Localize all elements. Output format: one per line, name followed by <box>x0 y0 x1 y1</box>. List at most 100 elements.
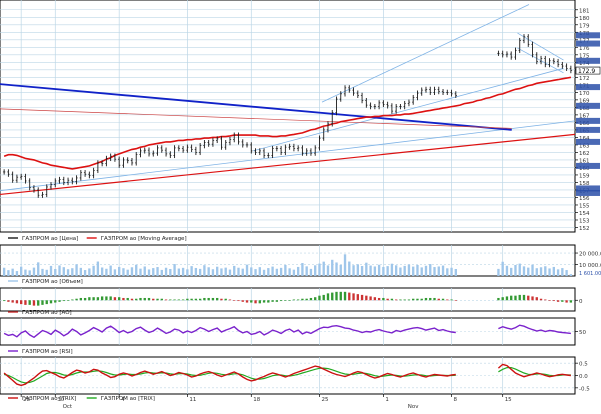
ao-bar <box>365 295 368 301</box>
volume-bar <box>565 270 568 276</box>
ao-bar <box>194 298 198 301</box>
volume-bar <box>160 269 163 276</box>
ao-bar <box>245 300 249 303</box>
volume-bar <box>207 267 210 276</box>
volume-bar <box>416 264 419 276</box>
volume-bar <box>441 265 445 276</box>
ao-bar <box>181 299 185 301</box>
price-level-tag <box>576 57 600 64</box>
price-y-tick-label: 155 <box>579 203 590 209</box>
ao-bar <box>544 299 547 301</box>
ao-bar <box>152 298 155 301</box>
trendline-wedge-lower <box>517 47 564 74</box>
ao-bar <box>309 297 313 301</box>
volume-bar <box>403 265 406 276</box>
volume-bar <box>352 265 355 276</box>
ao-bar <box>373 297 377 301</box>
volume-bar <box>292 269 296 276</box>
ao-bar <box>514 295 517 301</box>
volume-bar <box>169 268 172 276</box>
x-axis-tick-label: 28 <box>23 397 30 403</box>
ao-bar <box>275 300 279 302</box>
ao-bar <box>250 300 253 303</box>
volume-bar <box>100 267 104 276</box>
volume-bar <box>348 261 351 276</box>
volume-bar <box>2 267 6 276</box>
ao-bar <box>177 299 181 301</box>
volume-bar <box>399 267 402 276</box>
volume-bar <box>186 269 189 276</box>
volume-bar <box>92 265 95 276</box>
price-y-tick-label: 156 <box>579 196 590 202</box>
ao-bar <box>147 297 151 301</box>
rsi-panel-frame <box>0 317 576 346</box>
volume-bar <box>45 269 48 276</box>
price-level-tag <box>576 32 600 39</box>
last-price-tag <box>575 66 601 75</box>
ao-bar <box>497 297 500 301</box>
ao-bar <box>62 300 65 302</box>
ao-bar <box>173 299 176 301</box>
ao-bar <box>288 300 291 301</box>
ao-bar <box>292 299 296 301</box>
price-y-tick-label: 181 <box>579 8 590 14</box>
ao-bar <box>339 291 342 301</box>
volume-bar <box>369 265 372 276</box>
ao-bar <box>301 298 304 301</box>
volume-bar <box>109 265 112 276</box>
x-axis-tick-label: 18 <box>253 397 260 403</box>
ao-bar <box>207 297 210 301</box>
volume-bar <box>113 269 117 276</box>
ao-bar <box>2 300 6 302</box>
x-axis-tick-label: 11 <box>189 397 196 403</box>
ao-bar <box>211 297 215 301</box>
volume-bar <box>373 266 377 276</box>
ao-bar <box>45 300 48 305</box>
volume-bar <box>173 264 176 276</box>
ao-bar <box>7 300 10 302</box>
price-y-tick-label: 170 <box>579 91 590 97</box>
volume-bar <box>139 268 142 276</box>
price-y-tick-label: 180 <box>579 16 590 22</box>
price-y-tick-label: 168 <box>579 106 590 112</box>
volume-bar <box>66 269 70 276</box>
volume-y-tick-label: 20 000.00 <box>579 252 601 258</box>
volume-bar <box>216 266 219 276</box>
ao-bar <box>24 300 27 305</box>
volume-bar <box>284 264 287 276</box>
x-axis-tick-label: 15 <box>505 397 512 403</box>
volume-bar <box>450 267 453 276</box>
volume-bar <box>164 267 168 276</box>
ao-bar <box>100 296 104 301</box>
volume-bar <box>446 268 449 276</box>
volume-bar <box>262 269 266 276</box>
volume-bar <box>531 264 534 276</box>
volume-bar <box>79 267 83 276</box>
volume-bar <box>190 266 193 276</box>
price-y-tick-label: 154 <box>579 211 590 217</box>
volume-bar <box>37 262 40 276</box>
x-axis-tick-label: 4 <box>121 397 125 403</box>
ao-bar <box>139 297 142 301</box>
ao-bar <box>377 297 381 301</box>
volume-bar <box>309 268 313 276</box>
ao-bar <box>454 300 457 301</box>
trendline-channel-base <box>0 120 575 192</box>
price-y-tick-label: 179 <box>579 23 590 29</box>
volume-bar <box>505 265 509 276</box>
volume-bar <box>343 254 347 276</box>
volume-bar <box>569 274 573 276</box>
volume-bar <box>211 269 215 276</box>
volume-bar <box>288 268 291 276</box>
ao-bar <box>32 300 36 306</box>
ao-bar <box>79 297 83 301</box>
volume-bar <box>147 269 151 276</box>
ao-bar <box>565 300 568 303</box>
volume-bar <box>326 265 330 276</box>
price-level-tag <box>576 162 600 169</box>
volume-bar <box>501 261 504 276</box>
price-y-tick-label: 167 <box>579 113 590 119</box>
ao-bar <box>382 297 385 301</box>
ao-bar <box>122 297 125 301</box>
ao-bar <box>71 299 74 301</box>
